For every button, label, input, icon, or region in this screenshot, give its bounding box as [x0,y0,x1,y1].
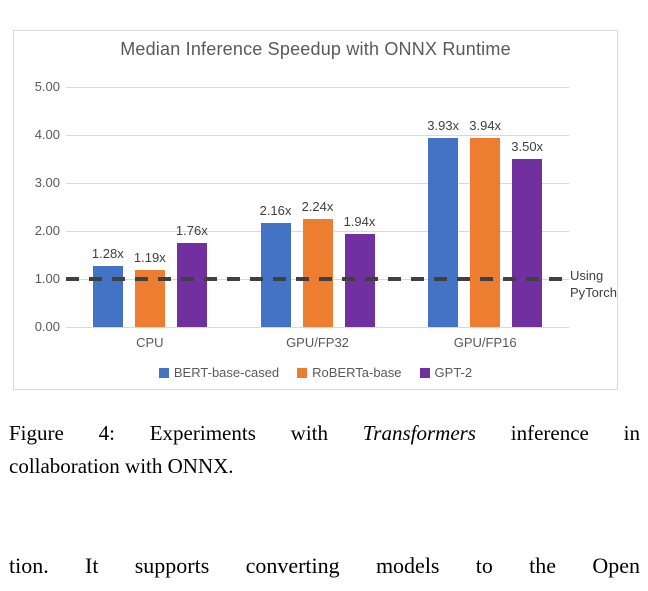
legend-swatch-BERT-base-cased [158,367,169,378]
speedup-figure-chart: Median Inference Speedup with ONNX Runti… [13,30,618,390]
y-axis-tick-0.00: 0.00 [34,319,60,334]
legend-label-GPT-2: GPT-2 [434,365,473,380]
gridline-5.00 [66,87,569,88]
y-axis-tick-3.00: 3.00 [34,175,60,190]
legend-label-RoBERTa-base: RoBERTa-base [312,365,402,380]
bar-value-label-GPT-2-GPU/FP32: 1.94x [343,213,376,229]
bar-value-label-BERT-base-cased-GPU/FP32: 2.16x [259,203,292,219]
bar-BERT-base-cased-GPU/FP16 [428,138,459,327]
caption-suffix: inference in [475,421,640,445]
caption-italic-transformers: Transformers [362,421,476,445]
figure-caption: Figure 4: Experiments with Transformers … [9,417,640,483]
figure-caption-line1: Figure 4: Experiments with Transformers … [9,417,640,450]
bar-RoBERTa-base-GPU/FP16 [470,137,501,327]
bar-value-label-GPT-2-GPU/FP16: 3.50x [511,139,544,154]
bar-value-label-RoBERTa-base-CPU: 1.19x [133,249,166,265]
pytorch-baseline-label: Using PyTorch [570,267,617,301]
pytorch-baseline-label-line1: Using [570,268,604,283]
gridline-0.00 [66,327,569,328]
legend-item-RoBERTa-base: RoBERTa-base [297,365,402,380]
bar-GPT-2-GPU/FP16 [512,159,543,327]
chart-title: Median Inference Speedup with ONNX Runti… [120,39,511,59]
chart-legend: BERT-base-cased RoBERTa-base GPT-2 [14,365,617,380]
y-axis-tick-5.00: 5.00 [34,79,60,94]
legend-swatch-GPT-2 [419,367,430,378]
body-paragraph-text: tion. It supports converting models to t… [9,553,640,578]
pytorch-baseline-label-line2: PyTorch [570,285,617,300]
legend-item-GPT-2: GPT-2 [419,365,473,380]
x-axis-category-GPU/FP16: GPU/FP16 [453,335,517,350]
gridline-4.00 [66,135,569,136]
bar-BERT-base-cased-CPU [92,265,123,327]
x-axis-category-CPU: CPU [136,335,164,350]
x-axis-category-GPU/FP32: GPU/FP32 [286,335,349,350]
bar-GPT-2-CPU [176,242,207,327]
bar-BERT-base-cased-GPU/FP32 [260,223,291,327]
pytorch-baseline-dashed-line [66,277,563,281]
y-axis-tick-1.00: 1.00 [34,271,60,286]
caption-prefix: Figure 4: Experiments with [9,421,363,445]
bar-value-label-RoBERTa-base-GPU/FP16: 3.94x [469,117,502,133]
figure-caption-line2: collaboration with ONNX. [9,454,234,478]
gridline-3.00 [66,183,569,184]
bar-value-label-GPT-2-CPU: 1.76x [175,222,208,238]
bar-RoBERTa-base-GPU/FP32 [302,219,333,327]
bar-value-label-BERT-base-cased-GPU/FP16: 3.93x [427,118,460,134]
legend-item-BERT-base-cased: BERT-base-cased [158,365,280,380]
bar-value-label-RoBERTa-base-GPU/FP32: 2.24x [301,199,334,215]
bar-value-label-BERT-base-cased-CPU: 1.28x [91,245,124,261]
legend-label-BERT-base-cased: BERT-base-cased [173,365,280,380]
y-axis-tick-2.00: 2.00 [34,223,60,238]
legend-swatch-RoBERTa-base [297,367,308,378]
y-axis-tick-4.00: 4.00 [34,127,60,142]
